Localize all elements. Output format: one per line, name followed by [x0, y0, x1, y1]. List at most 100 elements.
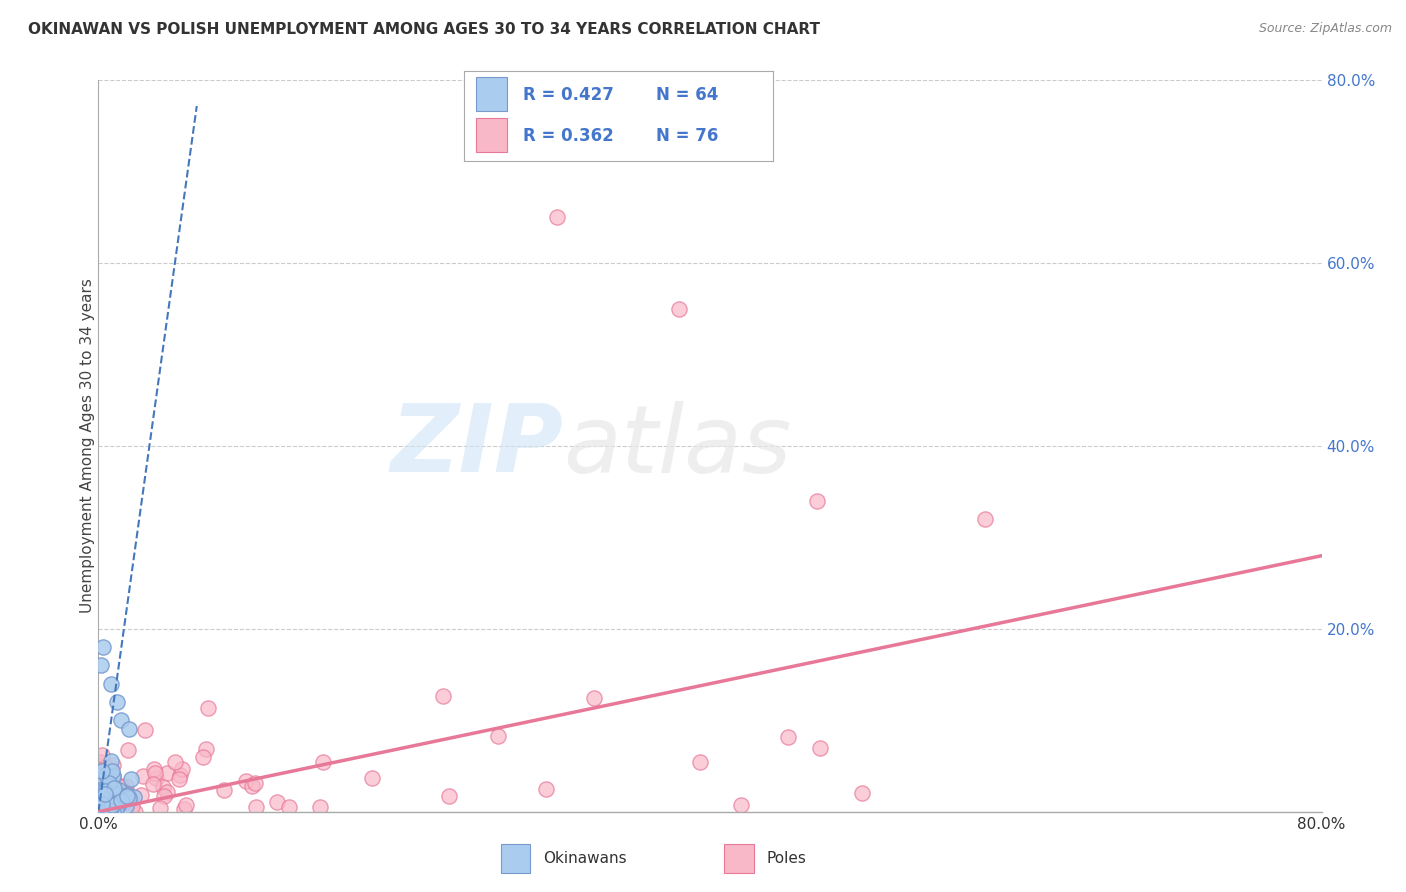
Point: [91, 804, 114, 818]
Point: [534, 782, 557, 797]
Point: [97, 803, 120, 817]
Point: [96, 795, 118, 809]
Point: [149, 800, 172, 814]
Point: [100, 761, 122, 775]
Point: [101, 789, 124, 804]
Point: [100, 785, 122, 799]
Text: N = 64: N = 64: [655, 87, 718, 104]
Point: [546, 211, 568, 225]
Point: [96, 805, 118, 819]
Point: [101, 798, 124, 813]
Point: [129, 789, 152, 803]
Point: [152, 789, 174, 803]
Point: [90, 797, 112, 811]
Point: [583, 690, 606, 705]
Point: [156, 785, 179, 799]
Point: [197, 701, 219, 715]
Point: [195, 742, 218, 756]
Point: [93, 804, 115, 818]
Point: [110, 786, 132, 800]
Point: [90, 797, 112, 811]
Point: [93, 799, 115, 814]
Point: [100, 676, 122, 690]
Point: [108, 796, 131, 810]
Point: [235, 773, 257, 788]
Point: [117, 743, 139, 757]
Point: [115, 799, 138, 814]
Bar: [501, 844, 530, 873]
Text: Okinawans: Okinawans: [543, 851, 626, 866]
Point: [90, 786, 112, 800]
Point: [97, 775, 120, 789]
Point: [117, 789, 139, 803]
Point: [91, 748, 114, 763]
Point: [173, 802, 195, 816]
Point: [145, 771, 167, 785]
Point: [89, 793, 111, 807]
Point: [110, 793, 132, 807]
Point: [142, 777, 165, 791]
Point: [91, 640, 114, 655]
Point: [134, 723, 156, 737]
Point: [117, 786, 139, 800]
Point: [122, 790, 145, 805]
Point: [94, 760, 117, 774]
Point: [214, 783, 236, 797]
Point: [101, 801, 124, 815]
Point: [91, 799, 114, 814]
Point: [105, 695, 128, 709]
Point: [170, 762, 193, 776]
Point: [112, 789, 135, 803]
Point: [437, 789, 460, 804]
Point: [100, 801, 122, 815]
Point: [101, 780, 124, 794]
Y-axis label: Unemployment Among Ages 30 to 34 years: Unemployment Among Ages 30 to 34 years: [80, 278, 94, 614]
Point: [121, 799, 143, 814]
Point: [132, 769, 155, 783]
Point: [98, 797, 121, 811]
Text: Poles: Poles: [766, 851, 806, 866]
Point: [89, 785, 111, 799]
Point: [156, 765, 179, 780]
Point: [167, 772, 190, 787]
Point: [94, 798, 117, 813]
Point: [107, 791, 129, 805]
Point: [94, 784, 117, 798]
Point: [486, 729, 509, 743]
Point: [100, 764, 122, 779]
Text: OKINAWAN VS POLISH UNEMPLOYMENT AMONG AGES 30 TO 34 YEARS CORRELATION CHART: OKINAWAN VS POLISH UNEMPLOYMENT AMONG AG…: [28, 22, 820, 37]
Point: [121, 794, 143, 808]
Point: [108, 796, 131, 810]
Point: [266, 795, 288, 809]
Point: [432, 690, 454, 704]
Point: [730, 798, 752, 813]
Point: [87, 768, 110, 782]
Point: [89, 758, 111, 772]
Point: [101, 804, 124, 818]
Point: [778, 730, 800, 744]
Point: [191, 750, 214, 764]
Point: [245, 800, 267, 814]
Text: ZIP: ZIP: [391, 400, 564, 492]
Text: Source: ZipAtlas.com: Source: ZipAtlas.com: [1258, 22, 1392, 36]
Point: [97, 803, 120, 817]
Point: [808, 741, 831, 756]
Bar: [477, 118, 508, 152]
Point: [94, 767, 117, 781]
Point: [90, 785, 112, 799]
Point: [105, 802, 128, 816]
Point: [103, 769, 125, 783]
Point: [114, 780, 136, 794]
Point: [108, 797, 131, 811]
Point: [163, 755, 186, 769]
Point: [277, 800, 299, 814]
Point: [243, 776, 266, 790]
Point: [97, 779, 120, 793]
Point: [107, 778, 129, 792]
Point: [90, 801, 112, 815]
Point: [100, 777, 122, 791]
Point: [98, 788, 121, 802]
Point: [93, 802, 115, 816]
Point: [118, 723, 141, 737]
Point: [98, 799, 121, 814]
